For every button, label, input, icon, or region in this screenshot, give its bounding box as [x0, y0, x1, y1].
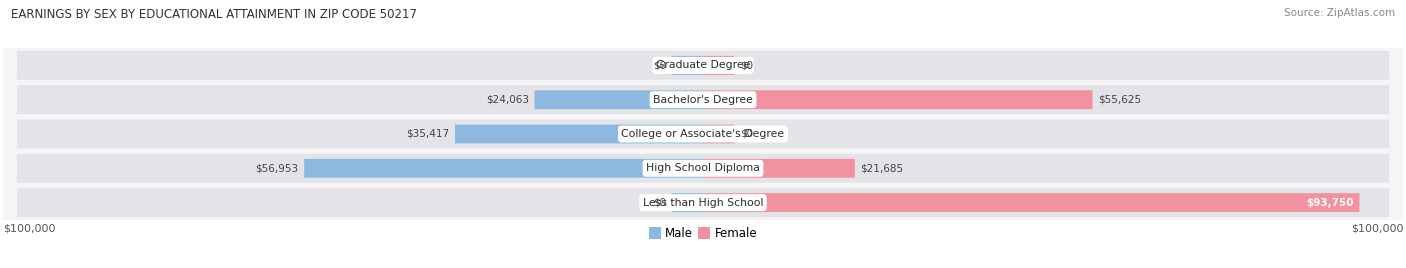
FancyBboxPatch shape — [703, 193, 1360, 212]
Text: Source: ZipAtlas.com: Source: ZipAtlas.com — [1284, 8, 1395, 18]
Text: $100,000: $100,000 — [3, 223, 55, 233]
Text: $0: $0 — [652, 198, 666, 208]
FancyBboxPatch shape — [703, 125, 734, 143]
FancyBboxPatch shape — [703, 159, 855, 178]
Text: $21,685: $21,685 — [860, 163, 904, 173]
Text: Bachelor's Degree: Bachelor's Degree — [652, 95, 754, 105]
FancyBboxPatch shape — [17, 154, 1389, 183]
FancyBboxPatch shape — [17, 85, 1389, 114]
Text: $24,063: $24,063 — [486, 95, 529, 105]
Text: $0: $0 — [740, 60, 754, 70]
Text: $0: $0 — [652, 60, 666, 70]
Text: $55,625: $55,625 — [1098, 95, 1142, 105]
Text: College or Associate's Degree: College or Associate's Degree — [621, 129, 785, 139]
Text: $35,417: $35,417 — [406, 129, 450, 139]
Text: $56,953: $56,953 — [256, 163, 298, 173]
FancyBboxPatch shape — [17, 51, 1389, 80]
FancyBboxPatch shape — [703, 90, 1092, 109]
FancyBboxPatch shape — [672, 56, 703, 75]
FancyBboxPatch shape — [672, 193, 703, 212]
Text: Less than High School: Less than High School — [643, 198, 763, 208]
Text: Graduate Degree: Graduate Degree — [655, 60, 751, 70]
FancyBboxPatch shape — [703, 56, 734, 75]
Text: $93,750: $93,750 — [1306, 198, 1354, 208]
FancyBboxPatch shape — [17, 120, 1389, 148]
FancyBboxPatch shape — [17, 188, 1389, 217]
Legend: Male, Female: Male, Female — [644, 222, 762, 245]
FancyBboxPatch shape — [456, 125, 703, 143]
Text: $100,000: $100,000 — [1351, 223, 1403, 233]
Text: High School Diploma: High School Diploma — [647, 163, 759, 173]
Text: $0: $0 — [740, 129, 754, 139]
FancyBboxPatch shape — [304, 159, 703, 178]
FancyBboxPatch shape — [534, 90, 703, 109]
Text: EARNINGS BY SEX BY EDUCATIONAL ATTAINMENT IN ZIP CODE 50217: EARNINGS BY SEX BY EDUCATIONAL ATTAINMEN… — [11, 8, 418, 21]
